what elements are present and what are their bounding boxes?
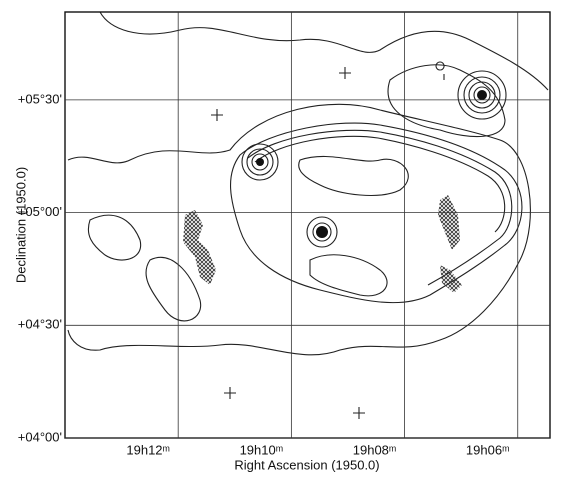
y-tick-label: +04°30' (18, 317, 62, 332)
x-tick-label: 19h10ᵐ (240, 442, 284, 457)
x-tick-label: 19h06ᵐ (466, 442, 510, 457)
y-tick-label: +04°00' (18, 429, 62, 444)
x-axis-label: Right Ascension (1950.0) (234, 457, 379, 472)
y-tick-label: +05°30' (18, 91, 62, 106)
y-tick-label: +05°00' (18, 204, 62, 219)
contours (67, 11, 549, 419)
plot-frame (64, 11, 551, 439)
x-tick-label: 19h12ᵐ (126, 442, 170, 457)
y-axis-label: Declination (1950.0) (13, 167, 28, 283)
x-tick-label: 19h08ᵐ (353, 442, 397, 457)
